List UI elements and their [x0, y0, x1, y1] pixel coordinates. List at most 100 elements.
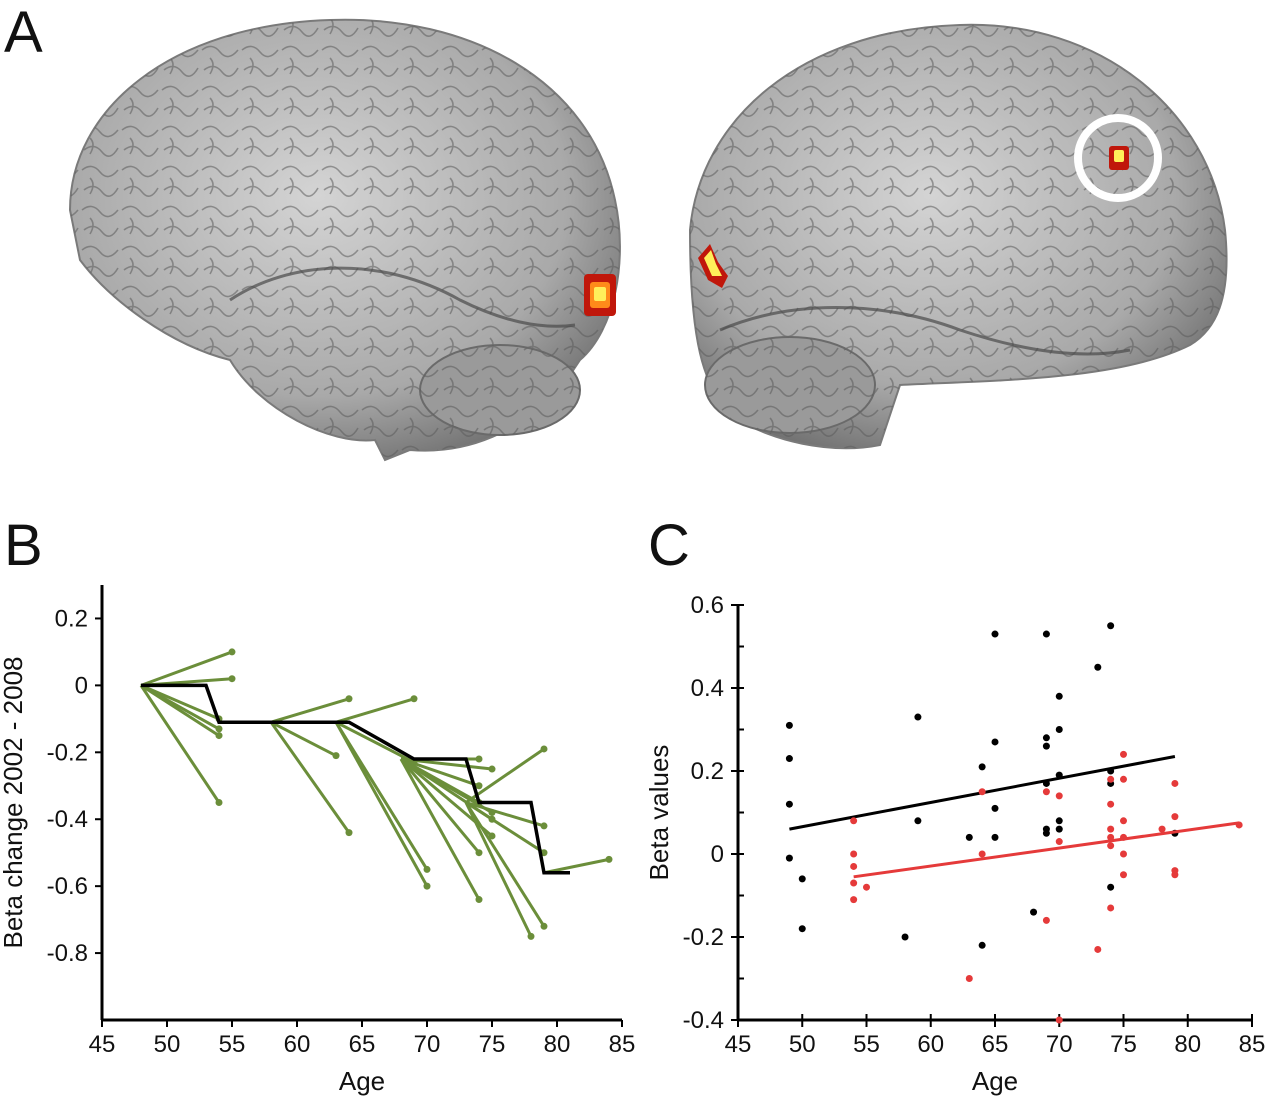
- scatter-point-black: [785, 800, 793, 808]
- scatter-point-black: [1042, 734, 1050, 742]
- scatter-point-black: [1042, 829, 1050, 837]
- change-endpoint: [488, 832, 496, 840]
- scatter-point-red: [978, 788, 986, 796]
- scatter-point-red: [1094, 945, 1102, 953]
- change-segment: [464, 801, 533, 938]
- change-segment: [140, 684, 220, 737]
- scatter-point-black: [1055, 726, 1063, 733]
- x-tick-label: 65: [349, 1031, 376, 1058]
- scatter-point-red: [1171, 871, 1179, 879]
- scatter-point-black: [978, 941, 986, 949]
- scatter-point-red: [1120, 833, 1127, 841]
- scatter-point-red: [863, 883, 870, 891]
- scatter-point-red: [1107, 800, 1115, 808]
- x-axis-label: Age: [972, 1066, 1018, 1096]
- activation-blob-left: [584, 274, 616, 316]
- fit-line-red: [853, 821, 1240, 879]
- x-tick-label: 75: [1110, 1031, 1137, 1058]
- change-segment: [140, 650, 233, 687]
- change-endpoint: [488, 765, 496, 773]
- scatter-point-black: [1055, 771, 1063, 779]
- left-hemisphere-brain: [68, 18, 621, 462]
- scatter-point-black: [785, 854, 793, 862]
- scatter-point-red: [850, 862, 858, 870]
- y-tick-label: 0.2: [55, 605, 88, 632]
- scatter-point-black: [785, 755, 793, 763]
- panel-c-label: C: [648, 513, 690, 578]
- change-segment: [335, 720, 415, 764]
- scatter-point-black: [991, 630, 999, 638]
- change-segment: [399, 758, 481, 854]
- brain-renderings: [68, 18, 1228, 462]
- change-segment: [465, 801, 545, 828]
- change-endpoint: [228, 648, 236, 656]
- change-endpoint: [215, 732, 223, 740]
- change-endpoint: [215, 725, 223, 733]
- scatter-point-black: [901, 933, 909, 941]
- scatter-point-black: [1107, 767, 1115, 775]
- x-tick-label: 70: [1046, 1031, 1073, 1058]
- scatter-point-red: [1120, 850, 1127, 858]
- right-hemisphere-brain: [688, 23, 1228, 450]
- y-tick-label: -0.6: [47, 873, 88, 900]
- change-endpoint: [410, 695, 418, 703]
- x-tick-label: 60: [284, 1031, 311, 1058]
- scatter-point-black: [991, 833, 999, 841]
- x-tick-label: 55: [853, 1031, 880, 1058]
- scatter-point-black: [1042, 630, 1050, 638]
- y-tick-label: 0: [75, 672, 88, 699]
- scatter-point-black: [1030, 908, 1038, 916]
- scatter-point-red: [1120, 817, 1127, 825]
- change-endpoint: [540, 822, 548, 830]
- scatter-point-red: [850, 850, 858, 858]
- y-tick-label: 0.2: [691, 758, 724, 785]
- change-endpoint: [345, 695, 353, 703]
- scatter-point-red: [1158, 825, 1166, 833]
- scatter-point-red: [1120, 871, 1127, 879]
- x-tick-label: 45: [725, 1031, 752, 1058]
- scatter-point-red: [1055, 1016, 1063, 1024]
- scatter-point-black: [914, 713, 922, 721]
- activation-blob-right-frontal: [1109, 146, 1129, 170]
- scatter-point-black: [798, 875, 806, 883]
- change-segment: [335, 697, 415, 724]
- scatter-point-black: [1055, 817, 1063, 825]
- y-tick-label: 0: [711, 841, 724, 868]
- scatter-point-red: [1120, 750, 1127, 758]
- change-endpoint: [215, 799, 223, 806]
- change-segment: [465, 747, 545, 804]
- x-tick-label: 70: [414, 1031, 441, 1058]
- change-segment: [269, 721, 351, 834]
- change-segment: [399, 758, 481, 901]
- x-tick-label: 60: [917, 1031, 944, 1058]
- activation-blob-right-occipital: [698, 244, 728, 288]
- y-tick-label: 0.6: [691, 592, 724, 619]
- scatter-point-black: [1107, 883, 1115, 891]
- change-endpoint: [605, 855, 613, 863]
- x-tick-label: 65: [982, 1031, 1009, 1058]
- scatter-point-red: [1120, 775, 1127, 783]
- scatter-point-red: [1235, 821, 1243, 829]
- change-segment: [543, 857, 610, 875]
- change-segment: [400, 757, 480, 788]
- change-segment: [400, 757, 493, 814]
- scatter-point-red: [965, 975, 973, 982]
- scatter-point-black: [1094, 663, 1102, 671]
- scatter-point-black: [914, 817, 922, 825]
- scatter-point-black: [1042, 779, 1050, 787]
- change-endpoint: [423, 865, 431, 873]
- y-tick-label: -0.2: [683, 924, 724, 951]
- y-axis-label: Beta change 2002 - 2008: [0, 656, 28, 948]
- scatter-point-red: [1107, 904, 1115, 912]
- scatter-point-black: [991, 738, 999, 746]
- scatter-point-red: [1171, 779, 1179, 787]
- scatter-point-red: [850, 896, 858, 904]
- y-tick-label: -0.4: [683, 1007, 724, 1034]
- change-segment: [334, 721, 429, 887]
- scatter-point-red: [1042, 788, 1050, 796]
- x-tick-label: 75: [479, 1031, 506, 1058]
- scatter-point-red: [1107, 775, 1115, 783]
- change-endpoint: [475, 782, 483, 790]
- x-tick-label: 85: [1239, 1031, 1266, 1058]
